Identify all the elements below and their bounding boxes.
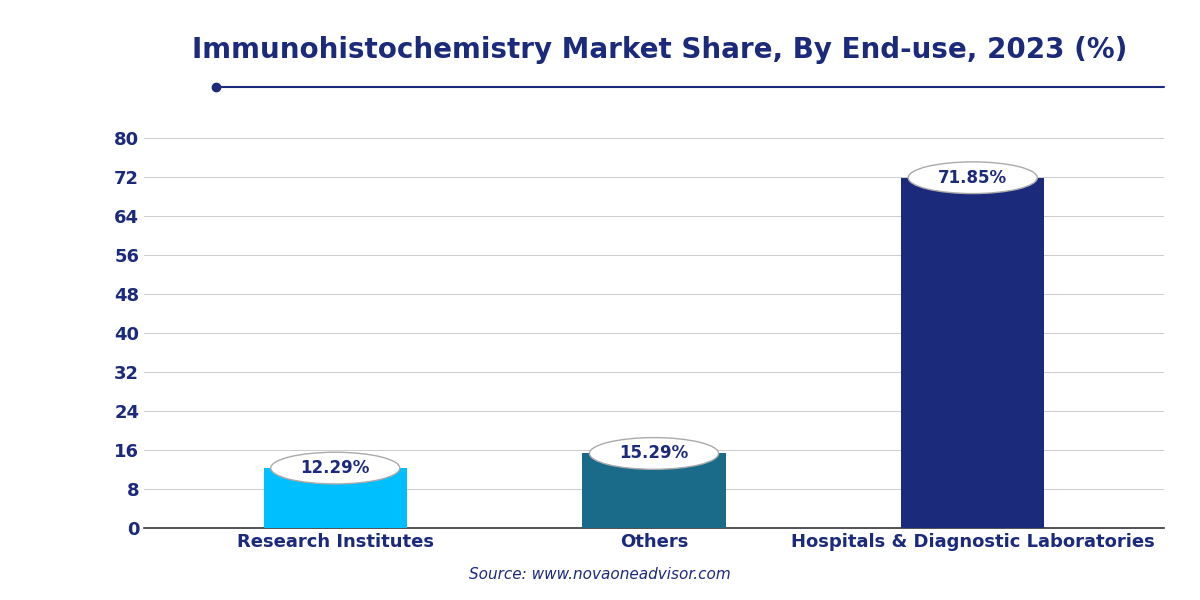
Ellipse shape — [589, 437, 719, 469]
Text: 12.29%: 12.29% — [300, 459, 370, 477]
Ellipse shape — [271, 452, 400, 484]
Text: 1: 1 — [89, 56, 97, 70]
Bar — [582, 454, 726, 528]
Text: Source: www.novaoneadvisor.com: Source: www.novaoneadvisor.com — [469, 567, 731, 582]
Bar — [901, 178, 1044, 528]
Text: 15.29%: 15.29% — [619, 445, 689, 463]
Bar — [264, 468, 407, 528]
Ellipse shape — [908, 162, 1037, 194]
Text: ADVISOR: ADVISOR — [138, 56, 205, 70]
Text: NOVA: NOVA — [24, 56, 65, 70]
Text: Immunohistochemistry Market Share, By End-use, 2023 (%): Immunohistochemistry Market Share, By En… — [192, 36, 1128, 64]
Text: 71.85%: 71.85% — [938, 169, 1007, 187]
